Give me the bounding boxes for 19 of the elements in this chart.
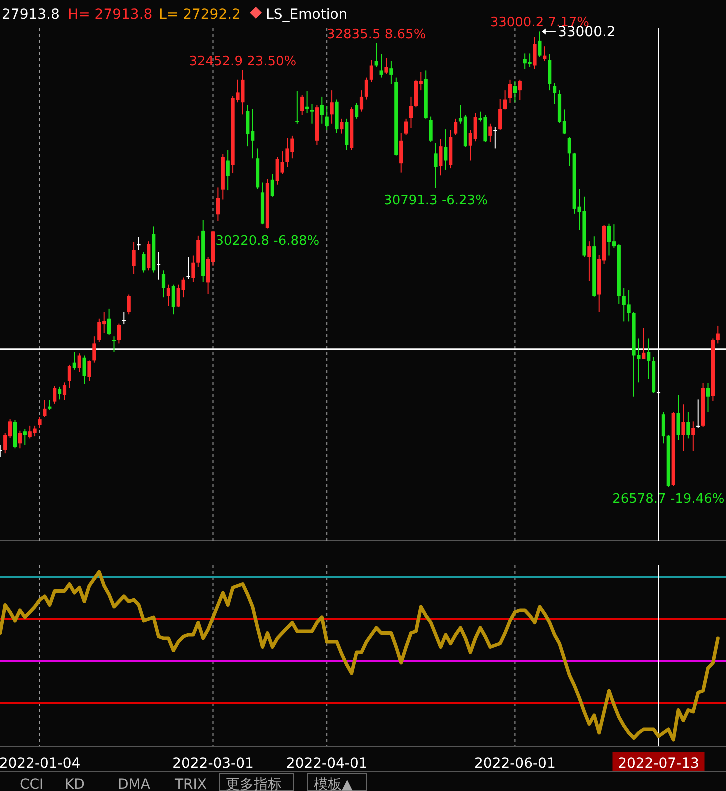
x-tick-label: 2022-04-01 <box>286 756 368 772</box>
text: DMA <box>118 777 151 791</box>
text: KD <box>65 777 85 791</box>
text: TRIX <box>174 777 208 791</box>
text: 模板▲ <box>314 777 353 791</box>
text: CCI <box>20 777 44 791</box>
annotation: 32835.5 8.65% <box>327 27 426 42</box>
text: L= 27292.2 <box>159 7 241 23</box>
annotation: 30220.8 -6.88% <box>216 234 320 249</box>
text: H= 27913.8 <box>68 7 153 23</box>
text: 更多指标 <box>226 777 282 791</box>
annotation: 32452.9 23.50% <box>189 54 297 70</box>
x-tick-label: 2022-06-01 <box>474 756 556 772</box>
text: 27913.8 <box>2 7 60 23</box>
x-tick-label: 2022-01-04 <box>0 756 81 772</box>
x-tick-label: 2022-03-01 <box>172 756 254 772</box>
x-tick-label: 2022-07-13 <box>618 756 700 772</box>
annotation: 30791.3 -6.23% <box>384 193 488 208</box>
chart-title: LS_Emotion <box>266 7 348 23</box>
